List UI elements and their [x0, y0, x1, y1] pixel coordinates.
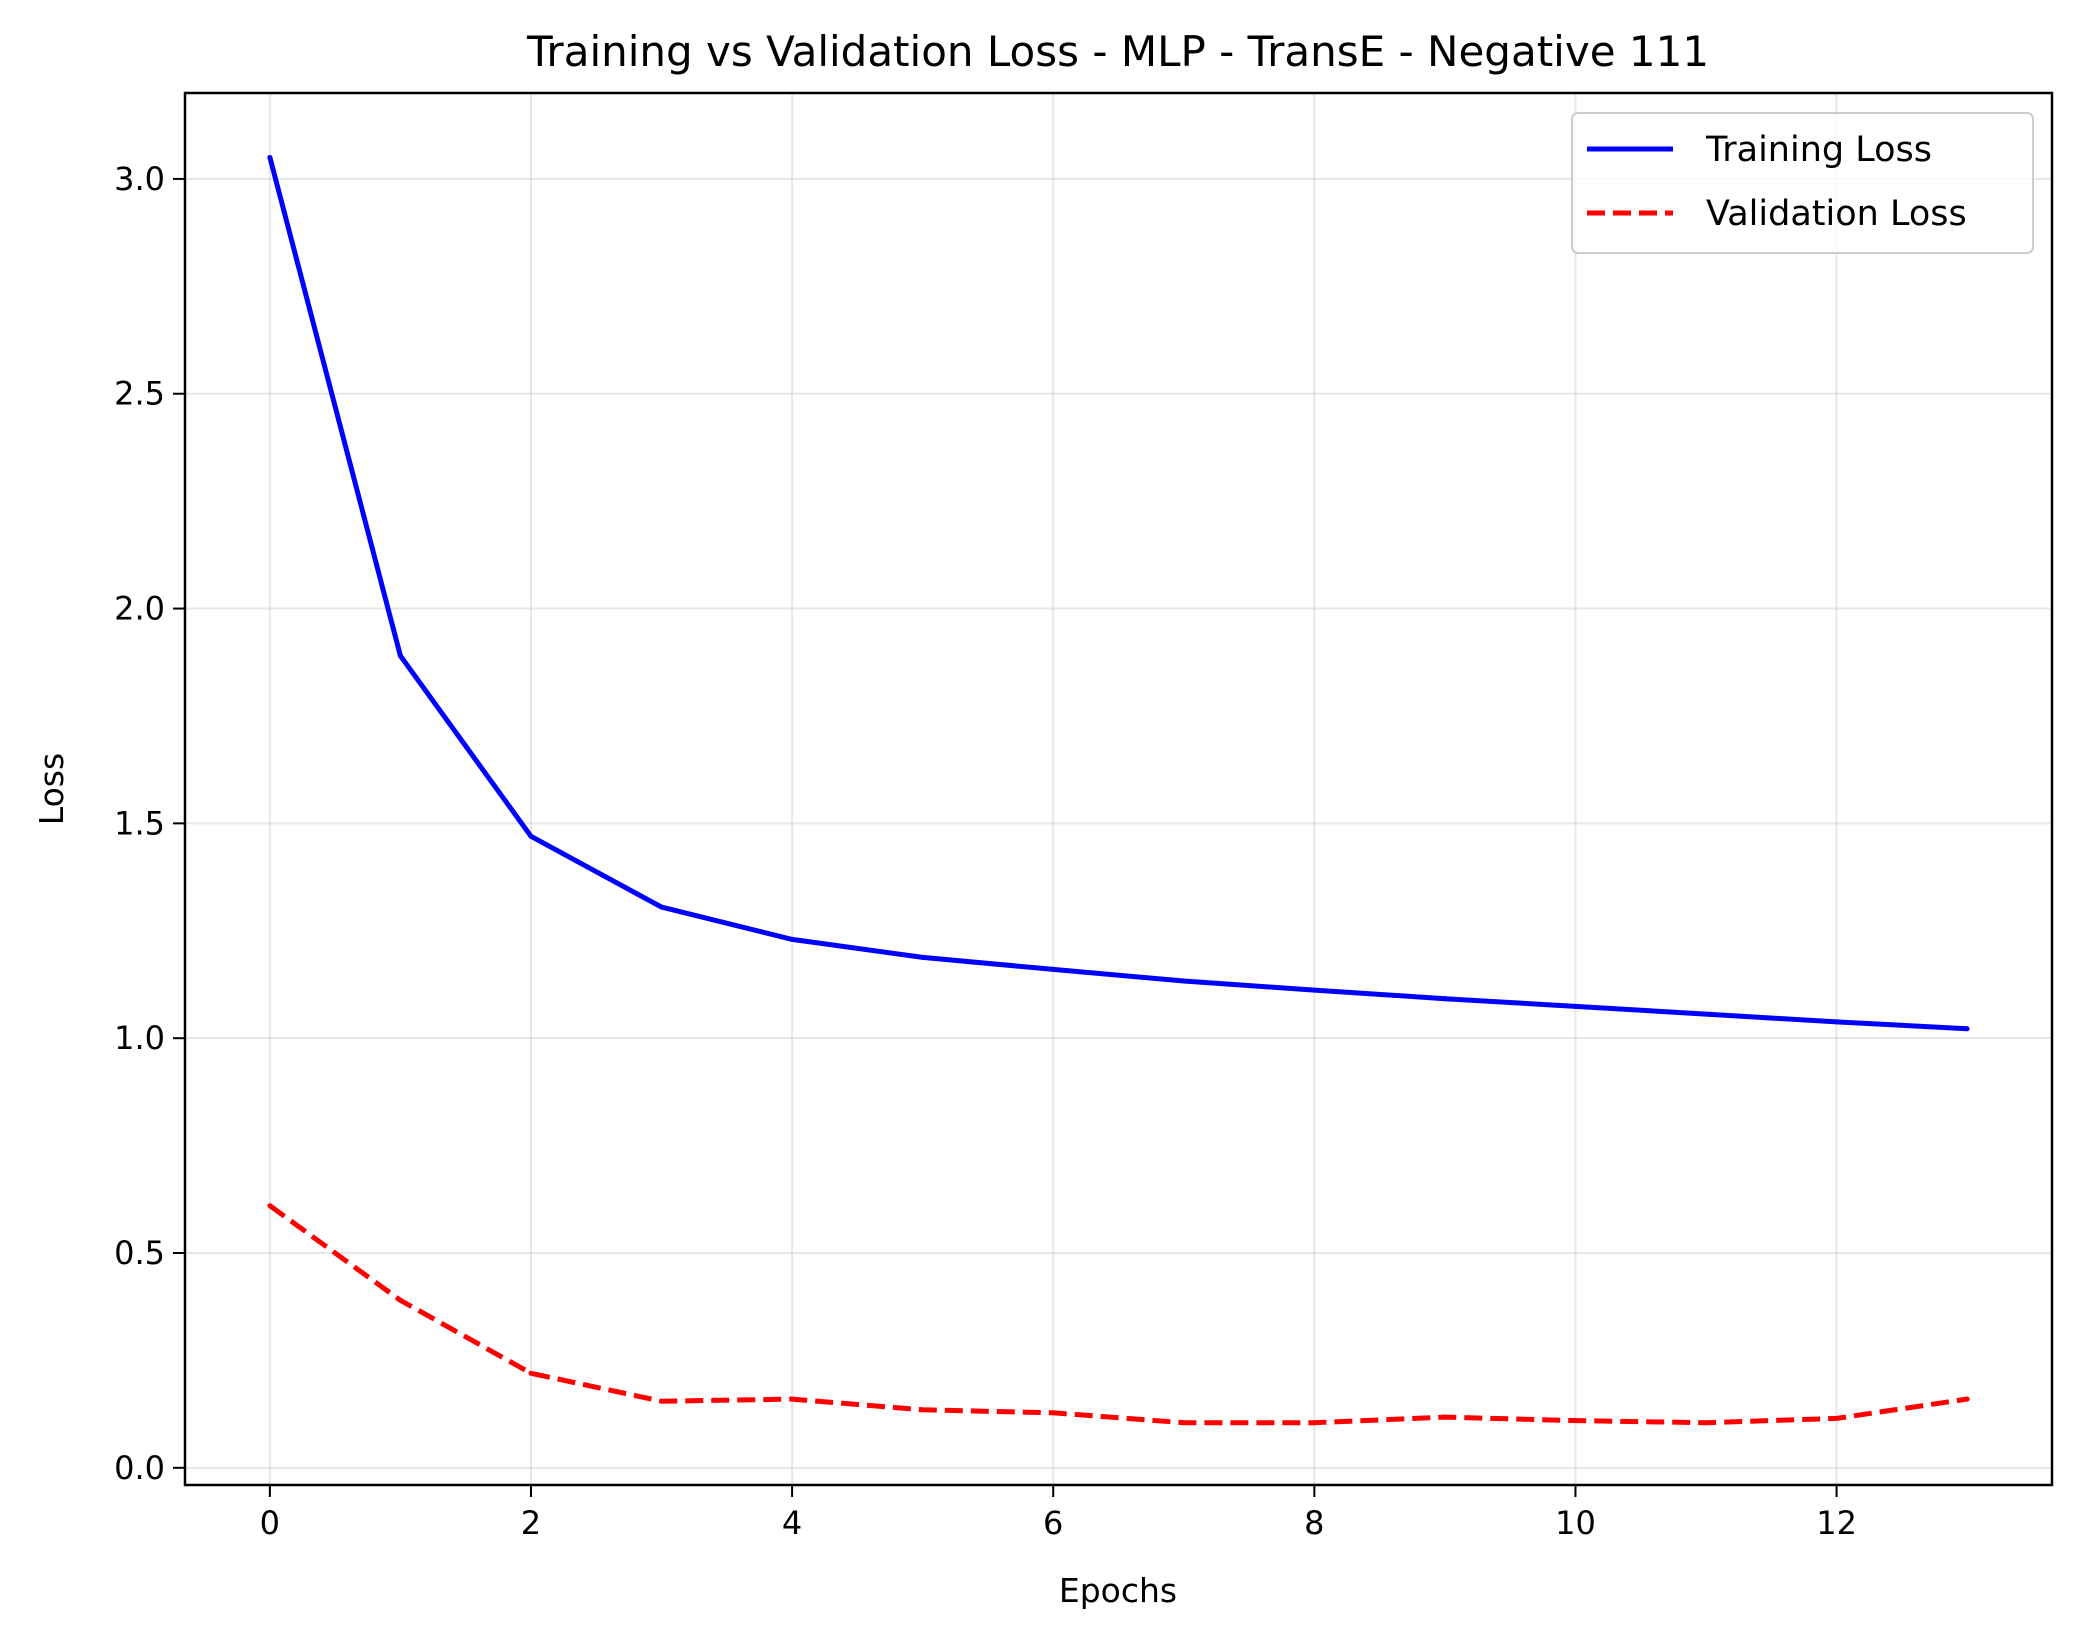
data-point-training-loss: [528, 833, 534, 839]
data-point-validation-loss: [920, 1407, 926, 1413]
data-point-training-loss: [1311, 987, 1317, 993]
x-tick-label: 6: [1043, 1504, 1063, 1542]
plot-area-frame: [183, 91, 2054, 1487]
legend-label-validation-loss: Validation Loss: [1706, 194, 1967, 234]
data-point-validation-loss: [789, 1396, 795, 1402]
data-point-validation-loss: [1311, 1420, 1317, 1426]
legend: Training Loss Validation Loss: [1571, 112, 2034, 254]
data-point-training-loss: [1442, 996, 1448, 1002]
data-point-training-loss: [1572, 1003, 1578, 1009]
data-point-validation-loss: [1181, 1420, 1187, 1426]
data-point-training-loss: [789, 936, 795, 942]
data-point-validation-loss: [1572, 1418, 1578, 1424]
series-lines: [267, 154, 1970, 1426]
x-tick-label: 2: [521, 1504, 541, 1542]
series-line-training-loss: [267, 156, 1968, 1032]
data-point-training-loss: [920, 954, 926, 960]
data-point-validation-loss: [1964, 1396, 1970, 1402]
y-tick-label: 0.5: [114, 1234, 165, 1272]
x-tick-label: 8: [1304, 1504, 1324, 1542]
data-point-training-loss: [1703, 1011, 1709, 1017]
data-point-validation-loss: [528, 1370, 534, 1376]
data-point-validation-loss: [1703, 1420, 1709, 1426]
y-tick-label: 1.0: [114, 1019, 165, 1057]
legend-label-training-loss: Training Loss: [1705, 130, 1932, 170]
x-tick-label: 12: [1816, 1504, 1857, 1542]
data-point-training-loss: [1964, 1026, 1970, 1032]
series-line-validation-loss: [268, 1203, 1968, 1426]
y-tick-label: 1.5: [114, 804, 165, 842]
y-tick-label: 3.0: [114, 160, 165, 198]
y-tick-label: 0.0: [114, 1449, 165, 1487]
x-axis-label: Epochs: [1059, 1571, 1177, 1610]
data-point-validation-loss: [1834, 1415, 1840, 1421]
grid-lines: [185, 93, 2052, 1485]
legend-box: [1571, 112, 2034, 254]
x-tick-label: 4: [782, 1504, 802, 1542]
data-point-training-loss: [1181, 978, 1187, 984]
data-point-training-loss: [1050, 966, 1056, 972]
chart-title: Training vs Validation Loss - MLP - Tran…: [526, 27, 1709, 76]
y-tick-label: 2.0: [114, 590, 165, 628]
x-tick-label: 0: [260, 1504, 280, 1542]
x-tick-label: 10: [1555, 1504, 1596, 1542]
x-axis-ticks: 0 2 4 6 8 10 12: [260, 1485, 1857, 1542]
data-point-training-loss: [397, 653, 403, 659]
data-point-training-loss: [267, 154, 273, 160]
data-point-validation-loss: [659, 1398, 665, 1404]
y-tick-label: 2.5: [114, 375, 165, 413]
data-point-validation-loss: [397, 1297, 403, 1303]
data-point-validation-loss: [267, 1203, 273, 1209]
data-point-validation-loss: [1050, 1410, 1056, 1416]
y-axis-label: Loss: [32, 753, 71, 825]
y-axis-ticks: 0.0 0.5 1.0 1.5 2.0 2.5 3.0: [114, 160, 185, 1487]
data-point-training-loss: [1834, 1019, 1840, 1025]
data-point-training-loss: [659, 904, 665, 910]
data-point-validation-loss: [1442, 1414, 1448, 1420]
